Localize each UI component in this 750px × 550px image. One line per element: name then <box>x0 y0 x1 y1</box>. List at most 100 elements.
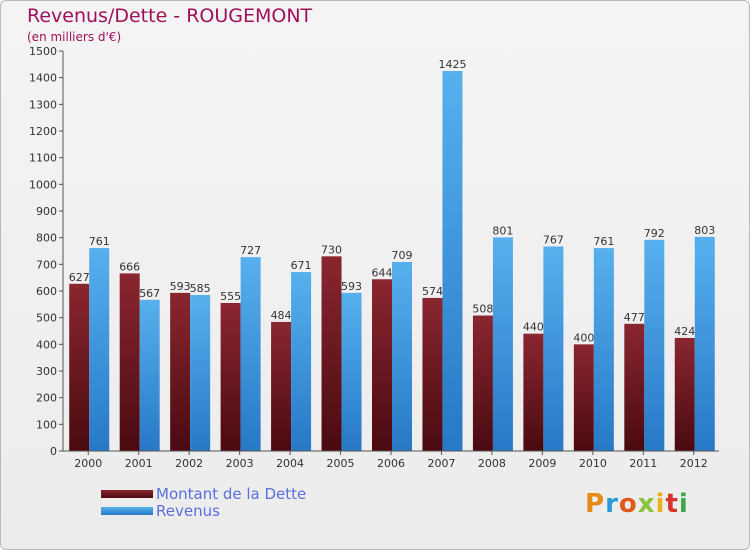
bar-revenus <box>190 295 211 451</box>
data-label-revenus: 567 <box>139 287 160 300</box>
x-tick-label: 2009 <box>528 457 556 470</box>
bar-revenus <box>240 257 261 451</box>
y-tick-label: 600 <box>36 285 57 298</box>
data-label-dette: 484 <box>271 309 292 322</box>
bar-revenus <box>291 272 312 451</box>
bar-dette <box>523 333 544 451</box>
data-label-dette: 477 <box>624 311 645 324</box>
y-tick-label: 1200 <box>29 125 57 138</box>
data-label-dette: 440 <box>523 321 544 334</box>
bar-revenus <box>492 237 513 451</box>
y-tick-label: 900 <box>36 205 57 218</box>
data-label-dette: 574 <box>422 285 443 298</box>
data-label-revenus: 801 <box>492 224 513 237</box>
data-label-dette: 644 <box>372 266 393 279</box>
y-tick-label: 800 <box>36 232 57 245</box>
data-label-revenus: 593 <box>341 280 362 293</box>
legend-swatch-dette <box>101 490 153 498</box>
bar-dette <box>674 337 695 451</box>
bar-revenus <box>341 292 362 451</box>
chart-title: Revenus/Dette - ROUGEMONT <box>27 5 313 27</box>
bar-dette <box>119 273 140 451</box>
bar-dette <box>321 256 342 451</box>
legend-swatch-revenus <box>101 507 153 515</box>
data-label-dette: 627 <box>69 271 90 284</box>
bar-revenus <box>593 248 614 451</box>
proxiti-logo: Proxiti <box>585 489 689 519</box>
logo-letter: r <box>605 489 619 519</box>
x-tick-label: 2008 <box>478 457 506 470</box>
x-tick-label: 2005 <box>327 457 355 470</box>
x-tick-label: 2001 <box>125 457 153 470</box>
y-tick-label: 700 <box>36 258 57 271</box>
x-axis: 2000 2001 2002 2003 2004 2005 2006 2007 2008 2009… <box>63 450 719 470</box>
bar-revenus <box>442 71 463 451</box>
bar-revenus <box>89 248 110 451</box>
bar-revenus <box>644 239 665 451</box>
x-tick-label: 2010 <box>579 457 607 470</box>
data-label-revenus: 671 <box>291 259 312 272</box>
data-label-revenus: 585 <box>190 282 211 295</box>
bar-dette <box>372 279 392 451</box>
bar-dette <box>624 323 645 451</box>
logo-letter: P <box>585 489 606 519</box>
x-tick-label: 2000 <box>74 457 102 470</box>
bar-dette <box>271 321 292 451</box>
data-label-dette: 555 <box>220 290 241 303</box>
y-tick-label: 1500 <box>29 45 57 58</box>
x-tick-label: 2011 <box>629 457 657 470</box>
bar-dette <box>69 283 90 451</box>
y-tick-label: 1100 <box>29 152 57 165</box>
bar-dette <box>170 292 191 451</box>
x-tick-label: 2006 <box>377 457 405 470</box>
y-tick-label: 300 <box>36 365 57 378</box>
logo-letter: x <box>637 489 656 519</box>
data-label-dette: 508 <box>472 303 493 316</box>
bar-revenus <box>392 261 412 451</box>
data-label-dette: 730 <box>321 243 342 256</box>
data-label-revenus: 727 <box>240 244 261 257</box>
data-label-dette: 593 <box>170 280 191 293</box>
data-label-dette: 400 <box>573 331 594 344</box>
data-label-revenus: 761 <box>593 235 614 248</box>
data-label-revenus: 1425 <box>438 58 466 71</box>
data-label-revenus: 761 <box>89 235 110 248</box>
bar-dette <box>220 303 241 451</box>
y-tick-label: 1300 <box>29 98 57 111</box>
bar-revenus <box>139 299 160 451</box>
bar-revenus <box>543 246 564 451</box>
data-label-revenus: 767 <box>543 233 564 246</box>
legend-label-revenus: Revenus <box>156 502 220 520</box>
x-tick-label: 2003 <box>226 457 254 470</box>
data-label-dette: 424 <box>674 325 695 338</box>
logo-letter: i <box>655 489 666 519</box>
logo-letter: i <box>678 489 689 519</box>
x-tick-label: 2012 <box>680 457 708 470</box>
legend-label-dette: Montant de la Dette <box>156 485 307 503</box>
y-axis: 0 100 200 300 400 500 600 700 800 900 1000 1100 1200… <box>29 45 64 458</box>
x-tick-label: 2002 <box>175 457 203 470</box>
bar-revenus <box>694 236 715 451</box>
bar-dette <box>573 344 594 451</box>
logo-letter: o <box>618 489 638 519</box>
logo-letter: t <box>665 489 679 519</box>
y-tick-label: 0 <box>50 445 57 458</box>
y-tick-label: 1000 <box>29 178 57 191</box>
data-label-revenus: 792 <box>644 227 665 240</box>
x-tick-label: 2004 <box>276 457 304 470</box>
y-tick-label: 500 <box>36 312 57 325</box>
bar-dette <box>422 297 443 451</box>
chart-subtitle: (en milliers d'€) <box>27 30 122 44</box>
y-tick-label: 1400 <box>29 72 57 85</box>
bar-dette <box>472 315 493 451</box>
y-tick-label: 400 <box>36 338 57 351</box>
y-tick-label: 100 <box>36 418 57 431</box>
y-tick-label: 200 <box>36 392 57 405</box>
data-label-revenus: 709 <box>392 249 413 262</box>
data-label-dette: 666 <box>119 260 140 273</box>
data-label-revenus: 803 <box>694 224 715 237</box>
x-tick-label: 2007 <box>427 457 455 470</box>
